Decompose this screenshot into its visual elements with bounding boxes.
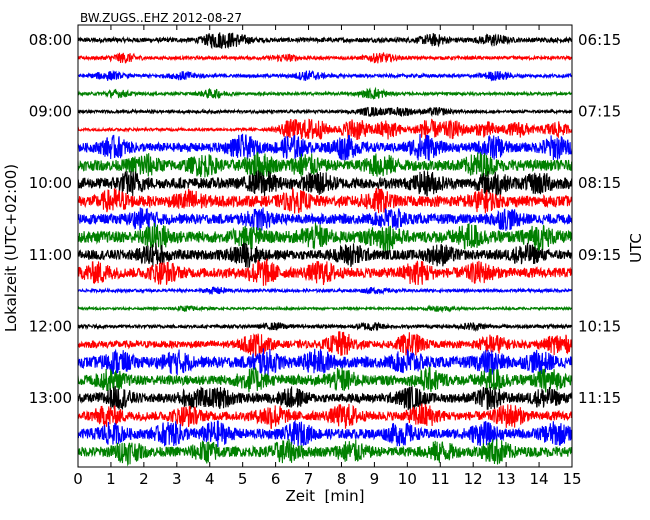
right-tick-label: 08:15	[578, 174, 621, 192]
seismic-trace	[78, 86, 572, 100]
x-axis-label: Zeit [min]	[285, 487, 365, 505]
seismic-trace	[78, 438, 572, 467]
seismic-trace	[78, 385, 572, 411]
right-tick-label: 11:15	[578, 389, 621, 407]
x-tick-label: 6	[271, 470, 281, 488]
seismic-trace	[78, 118, 572, 141]
seismic-trace	[78, 106, 572, 118]
seismic-trace	[78, 258, 572, 286]
left-tick-label: 09:00	[29, 103, 72, 121]
seismic-trace	[78, 52, 572, 64]
seismic-trace	[78, 186, 572, 214]
seismic-trace	[78, 151, 572, 180]
x-tick-label: 15	[562, 470, 581, 488]
x-tick-label: 10	[398, 470, 417, 488]
x-tick-label: 12	[464, 470, 483, 488]
plot-frame	[77, 24, 573, 468]
x-tick-label: 4	[205, 470, 215, 488]
seismic-trace	[78, 286, 572, 296]
x-tick-label: 13	[497, 470, 516, 488]
left-tick-label: 11:00	[29, 246, 72, 264]
seismic-trace	[78, 242, 572, 268]
right-tick-label: 06:15	[578, 31, 621, 49]
right-tick-label: 10:15	[578, 317, 621, 335]
seismic-trace	[78, 419, 572, 447]
right-tick-label: 09:15	[578, 246, 621, 264]
x-tick-label: 7	[304, 470, 314, 488]
seismic-trace	[78, 32, 572, 50]
x-tick-label: 11	[431, 470, 450, 488]
seismic-trace	[78, 170, 572, 197]
seismic-trace	[78, 222, 572, 253]
right-tick-label: 07:15	[578, 103, 621, 121]
chart-title: BW.ZUGS..EHZ 2012-08-27	[80, 11, 243, 25]
seismic-trace	[78, 321, 572, 332]
left-axis-label: Lokalzeit (UTC+02:00)	[2, 163, 20, 333]
seismic-trace	[78, 331, 572, 358]
x-tick-label: 8	[337, 470, 347, 488]
right-axis-label: UTC	[627, 233, 645, 263]
left-tick-label: 10:00	[29, 174, 72, 192]
left-tick-label: 08:00	[29, 31, 72, 49]
seismic-trace	[78, 403, 572, 429]
x-tick-label: 9	[370, 470, 380, 488]
x-tick-label: 1	[106, 470, 116, 488]
x-tick-label: 0	[73, 470, 83, 488]
x-tick-label: 2	[139, 470, 149, 488]
x-tick-label: 14	[530, 470, 549, 488]
seismic-trace	[78, 366, 572, 393]
left-tick-label: 13:00	[29, 389, 72, 407]
seismic-trace	[78, 304, 572, 314]
x-tick-label: 3	[172, 470, 182, 488]
seismic-trace	[78, 348, 572, 376]
left-tick-label: 12:00	[29, 317, 72, 335]
x-tick-label: 5	[238, 470, 248, 488]
seismic-trace	[78, 69, 572, 82]
seismic-trace	[78, 207, 572, 231]
seismic-trace	[78, 133, 572, 161]
